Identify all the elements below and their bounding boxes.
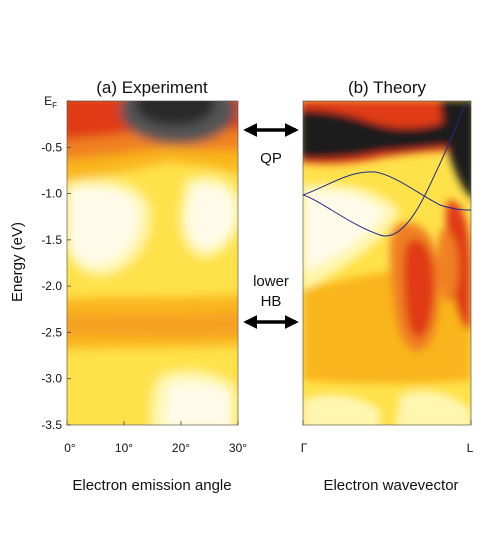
y-tick-label: -0.5 (41, 140, 62, 154)
band-curve-1 (303, 171, 471, 211)
y-tick-label: -1.0 (41, 187, 62, 201)
panel-a-title: (a) Experiment (96, 78, 208, 97)
band-curve-2 (303, 104, 466, 237)
x-tick-label: 20° (172, 441, 190, 455)
x-axis-b-title: Electron wavevector (323, 477, 458, 494)
lower-hb-label-2: HB (261, 293, 282, 310)
ef-subscript: F (52, 101, 57, 110)
panel-b-title: (b) Theory (348, 78, 427, 97)
panel-b-heatmap (303, 101, 471, 425)
panel-b-frame (302, 100, 472, 426)
x-axis-b: Γ L (301, 420, 474, 455)
panel-a-heatmap (67, 101, 238, 425)
y-tick-label: -3.5 (41, 418, 62, 432)
x-tick-label: 30° (229, 441, 247, 455)
y-tick-label: -3.0 (41, 372, 62, 386)
lower-hb-label-1: lower (253, 273, 289, 290)
y-axis-title: Energy (eV) (9, 222, 26, 302)
x-axis-a-title: Electron emission angle (72, 477, 231, 494)
y-tick-label: -2.5 (41, 325, 62, 339)
y-tick-label: EF (44, 94, 57, 110)
y-axis: EF -0.5 -1.0 -1.5 -2.0 -2.5 -3.0 -3.5 (41, 94, 71, 432)
y-tick-label: -1.5 (41, 233, 62, 247)
qp-label: QP (260, 150, 282, 167)
x-axis-a: 0° 10° 20° 30° (64, 421, 247, 455)
x-tick-label: 0° (64, 441, 76, 455)
x-tick-label: 10° (115, 441, 133, 455)
x-tick-l: L (467, 441, 474, 455)
x-tick-gamma: Γ (301, 441, 308, 455)
y-tick-label: -2.0 (41, 279, 62, 293)
panel-a-frame (66, 100, 239, 426)
